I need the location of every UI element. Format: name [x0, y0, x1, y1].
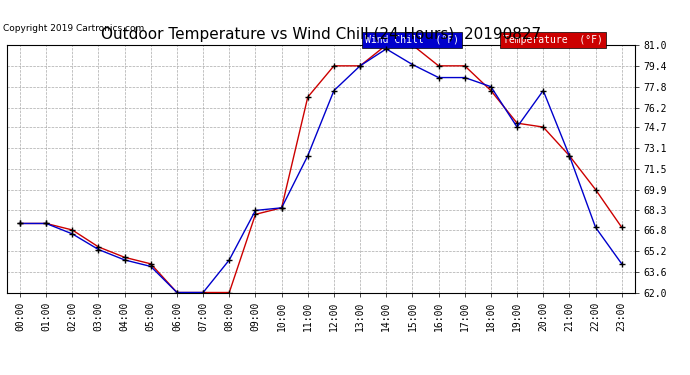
Text: Wind Chill  (°F): Wind Chill (°F) [365, 35, 459, 45]
Title: Outdoor Temperature vs Wind Chill (24 Hours)  20190827: Outdoor Temperature vs Wind Chill (24 Ho… [101, 27, 541, 42]
Text: Copyright 2019 Cartronics.com: Copyright 2019 Cartronics.com [3, 24, 145, 33]
Text: Temperature  (°F): Temperature (°F) [503, 35, 603, 45]
